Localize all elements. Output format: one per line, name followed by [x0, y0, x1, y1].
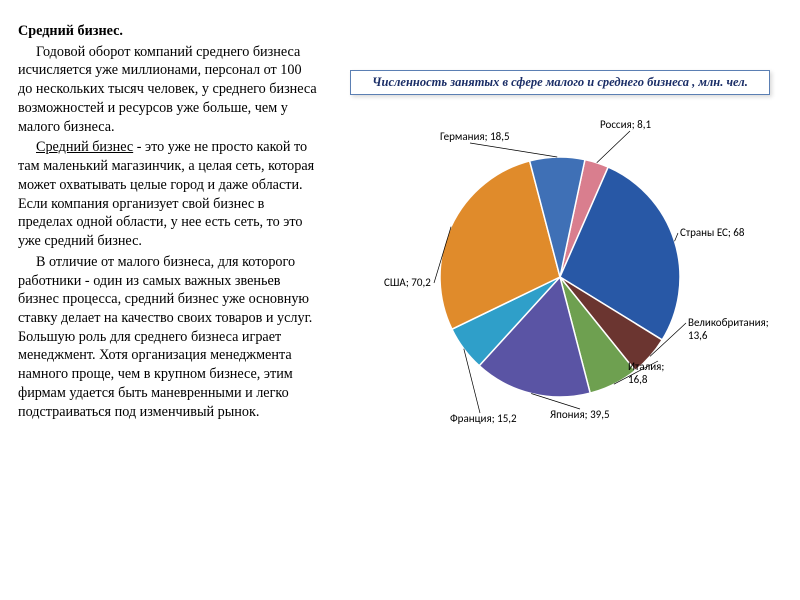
- leader-line: [470, 143, 557, 157]
- p2-lead: Средний бизнес: [36, 139, 133, 155]
- slice-label: Германия; 18,5: [440, 131, 510, 144]
- paragraph-1: Годовой оборот компаний среднего бизнеса…: [18, 43, 318, 137]
- paragraph-2: Средний бизнес - это уже не просто какой…: [18, 138, 318, 250]
- text-column: Средний бизнес. Годовой оборот компаний …: [18, 22, 318, 423]
- pie-wrap: Россия; 8,1 Страны ЕС; 68 Великобритания; …: [340, 107, 780, 447]
- leader-line: [675, 233, 678, 241]
- chart-title: Численность занятых в сфере малого и сре…: [350, 70, 770, 95]
- slice-label: Италия; 16,8: [628, 361, 664, 386]
- slice-label: Великобритания; 13,6: [688, 317, 769, 342]
- p2-rest: - это уже не просто какой то там маленьк…: [18, 139, 314, 249]
- slice-label: США; 70,2: [384, 277, 431, 290]
- leader-line: [597, 131, 630, 163]
- heading: Средний бизнес.: [18, 23, 123, 39]
- chart-area: Численность занятых в сфере малого и сре…: [340, 70, 780, 447]
- slice-label: Страны ЕС; 68: [680, 227, 744, 240]
- slice-label: Япония; 39,5: [550, 409, 610, 422]
- slice-label: Россия; 8,1: [600, 119, 651, 132]
- paragraph-3: В отличие от малого бизнеса, для которог…: [18, 253, 318, 422]
- slice-label: Франция; 15,2: [450, 413, 517, 426]
